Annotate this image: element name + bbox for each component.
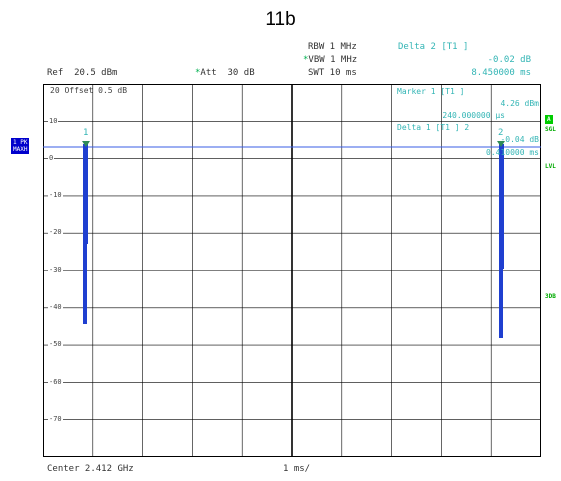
peak1-upper [83, 144, 88, 244]
delta2-time: 8.450000 ms [471, 68, 531, 78]
y-label-minus50: -50 [48, 340, 63, 348]
three-db-indicator: 3DB [545, 293, 556, 300]
att-setting: *Att 30 dB [195, 68, 255, 78]
marker1-time: 240.000000 µs [442, 111, 505, 120]
delta2-title: Delta 2 [T1 ] [398, 42, 469, 52]
y-label-minus20: -20 [48, 228, 63, 236]
att-value: Att 30 dB [200, 68, 255, 78]
y-label-0: 0 [48, 154, 55, 162]
vbw-setting: *VBW 1 MHz [303, 55, 357, 65]
trace-badge[interactable]: 1 PK MAXH [11, 138, 30, 154]
grid-horizontal [43, 120, 541, 421]
marker1-number: 1 [83, 128, 89, 138]
marker1-title: Marker 1 [T1 ] [397, 87, 465, 96]
span-per-div: 1 ms/ [283, 464, 311, 474]
ref-level: Ref 20.5 dBm [47, 68, 118, 78]
trace-badge-mode: MAXH [13, 146, 28, 153]
center-frequency: Center 2.412 GHz [47, 464, 134, 474]
trace-peak-1 [83, 144, 88, 324]
delta1-time: 0.410000 ms [486, 148, 539, 157]
vbw-value: VBW 1 MHz [308, 55, 358, 65]
plot-canvas [43, 84, 541, 457]
y-label-10: 10 [48, 117, 59, 125]
figure-title: 11b [265, 9, 296, 30]
y-label-minus70: -70 [48, 415, 63, 423]
sweep-time: SWT 10 ms [308, 68, 357, 78]
sgl-indicator: SGL [545, 126, 556, 133]
delta1-title: Delta 1 [T1 ] 2 [397, 123, 470, 132]
marker1-level: 4.26 dBm [500, 99, 539, 108]
delta1-level: -0.04 dB [500, 135, 539, 144]
peak2-upper [499, 144, 504, 269]
vbw-changed-mark: * [303, 55, 309, 65]
rbw-setting: RBW 1 MHz [308, 42, 357, 52]
trace-badge-detector: 1 PK [13, 139, 28, 146]
y-label-minus30: -30 [48, 266, 63, 274]
delta2-level: -0.02 dB [487, 55, 531, 65]
y-label-minus60: -60 [48, 378, 63, 386]
trace-peak-2 [499, 144, 504, 338]
lvl-indicator: LVL [545, 163, 556, 170]
y-label-minus40: -40 [48, 303, 63, 311]
marker1-triangle [82, 141, 90, 147]
att-changed-mark: * [195, 68, 201, 78]
spectrum-plot[interactable]: 20 Offset 0.5 dB 10 0 -10 -20 -30 -40 -5… [43, 84, 541, 457]
a-indicator: A [545, 115, 553, 124]
y-label-minus10: -10 [48, 191, 63, 199]
offset-label: 20 Offset 0.5 dB [50, 86, 128, 95]
peak2-lower [499, 267, 503, 338]
peak1-lower [83, 242, 87, 324]
marker2-triangle [497, 141, 505, 147]
marker2-number: 2 [498, 128, 504, 138]
